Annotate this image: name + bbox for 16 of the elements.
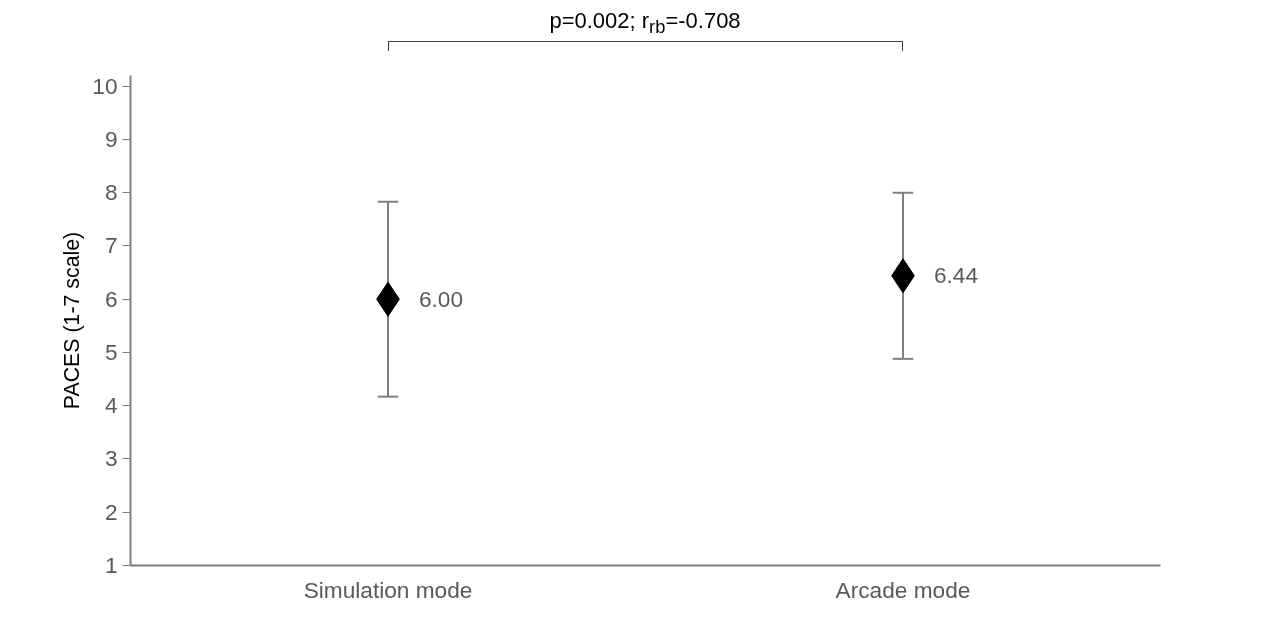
y-tick-label: 6 <box>104 285 118 312</box>
data-label: 6.44 <box>933 262 979 289</box>
x-tick-label: Simulation mode <box>303 576 473 603</box>
text: p=0.002; r$_{rb}$=-0.708 <box>548 7 742 40</box>
y-tick-label: 9 <box>104 125 118 152</box>
x-tick-label: Arcade mode <box>835 576 971 603</box>
y-tick-label: 4 <box>104 392 118 419</box>
y-tick-label: 3 <box>104 445 118 472</box>
y-tick-label: 5 <box>104 338 118 365</box>
y-tick-label: 2 <box>104 498 118 525</box>
y-tick-label: 7 <box>104 232 118 259</box>
y-tick-label: 8 <box>104 179 118 206</box>
data-label: 6.00 <box>418 285 464 312</box>
y-tick-label: 1 <box>104 552 118 578</box>
y-axis-title: PACES (1-7 scale) <box>60 231 85 410</box>
y-tick-label: 10 <box>92 72 118 99</box>
